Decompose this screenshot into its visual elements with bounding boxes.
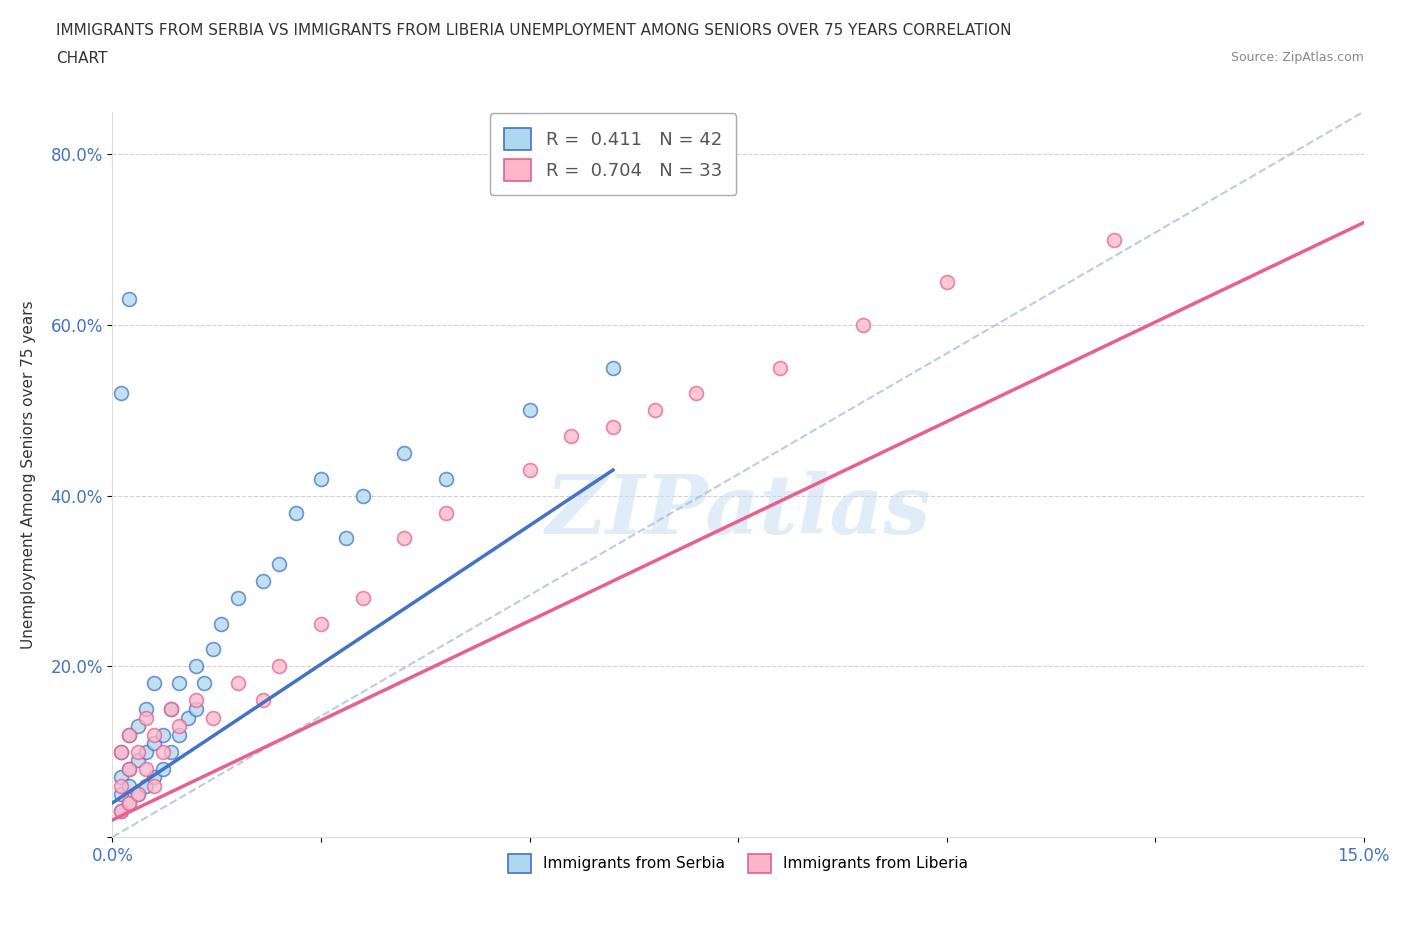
Text: ZIPatlas: ZIPatlas — [546, 471, 931, 551]
Point — [269, 658, 291, 673]
Point — [685, 386, 707, 401]
Point — [434, 472, 457, 486]
Point — [135, 778, 157, 793]
Point — [167, 676, 190, 691]
Point — [160, 701, 183, 716]
Point — [110, 744, 132, 759]
Point — [252, 574, 274, 589]
Point — [1102, 232, 1125, 247]
Point — [560, 429, 582, 444]
Point — [193, 676, 215, 691]
Point — [110, 770, 132, 785]
Point — [519, 403, 541, 418]
Point — [434, 505, 457, 520]
Point — [285, 505, 308, 520]
Point — [935, 275, 957, 290]
Point — [160, 744, 183, 759]
Y-axis label: Unemployment Among Seniors over 75 years: Unemployment Among Seniors over 75 years — [21, 300, 37, 648]
Point — [152, 727, 174, 742]
Point — [209, 617, 232, 631]
Point — [135, 701, 157, 716]
Point — [110, 787, 132, 802]
Point — [167, 727, 190, 742]
Point — [176, 711, 198, 725]
Point — [152, 762, 174, 777]
Point — [201, 711, 224, 725]
Point — [118, 795, 141, 810]
Point — [143, 727, 166, 742]
Point — [143, 770, 166, 785]
Point — [184, 701, 207, 716]
Point — [335, 531, 357, 546]
Point — [118, 727, 141, 742]
Point — [519, 462, 541, 477]
Point — [309, 617, 332, 631]
Point — [152, 744, 174, 759]
Point — [135, 744, 157, 759]
Point — [110, 778, 132, 793]
Point — [118, 778, 141, 793]
Point — [127, 787, 149, 802]
Point — [852, 317, 875, 332]
Point — [127, 744, 149, 759]
Point — [184, 693, 207, 708]
Point — [110, 804, 132, 818]
Point — [184, 658, 207, 673]
Point — [118, 762, 141, 777]
Legend: Immigrants from Serbia, Immigrants from Liberia: Immigrants from Serbia, Immigrants from … — [501, 846, 976, 880]
Text: IMMIGRANTS FROM SERBIA VS IMMIGRANTS FROM LIBERIA UNEMPLOYMENT AMONG SENIORS OVE: IMMIGRANTS FROM SERBIA VS IMMIGRANTS FRO… — [56, 23, 1012, 38]
Point — [226, 676, 249, 691]
Point — [118, 795, 141, 810]
Point — [769, 360, 792, 375]
Point — [143, 736, 166, 751]
Point — [394, 531, 416, 546]
Point — [143, 676, 166, 691]
Point — [394, 445, 416, 460]
Point — [352, 591, 374, 605]
Text: CHART: CHART — [56, 51, 108, 66]
Point — [118, 292, 141, 307]
Point — [127, 752, 149, 767]
Point — [352, 488, 374, 503]
Point — [644, 403, 666, 418]
Point — [118, 727, 141, 742]
Point — [118, 762, 141, 777]
Point — [110, 386, 132, 401]
Point — [110, 804, 132, 818]
Point — [127, 719, 149, 734]
Point — [309, 472, 332, 486]
Point — [143, 778, 166, 793]
Point — [252, 693, 274, 708]
Point — [226, 591, 249, 605]
Point — [602, 360, 624, 375]
Point — [602, 420, 624, 435]
Point — [135, 762, 157, 777]
Point — [160, 701, 183, 716]
Point — [269, 556, 291, 571]
Point — [201, 642, 224, 657]
Point — [135, 711, 157, 725]
Text: Source: ZipAtlas.com: Source: ZipAtlas.com — [1230, 51, 1364, 64]
Point — [127, 787, 149, 802]
Point — [110, 744, 132, 759]
Point — [167, 719, 190, 734]
